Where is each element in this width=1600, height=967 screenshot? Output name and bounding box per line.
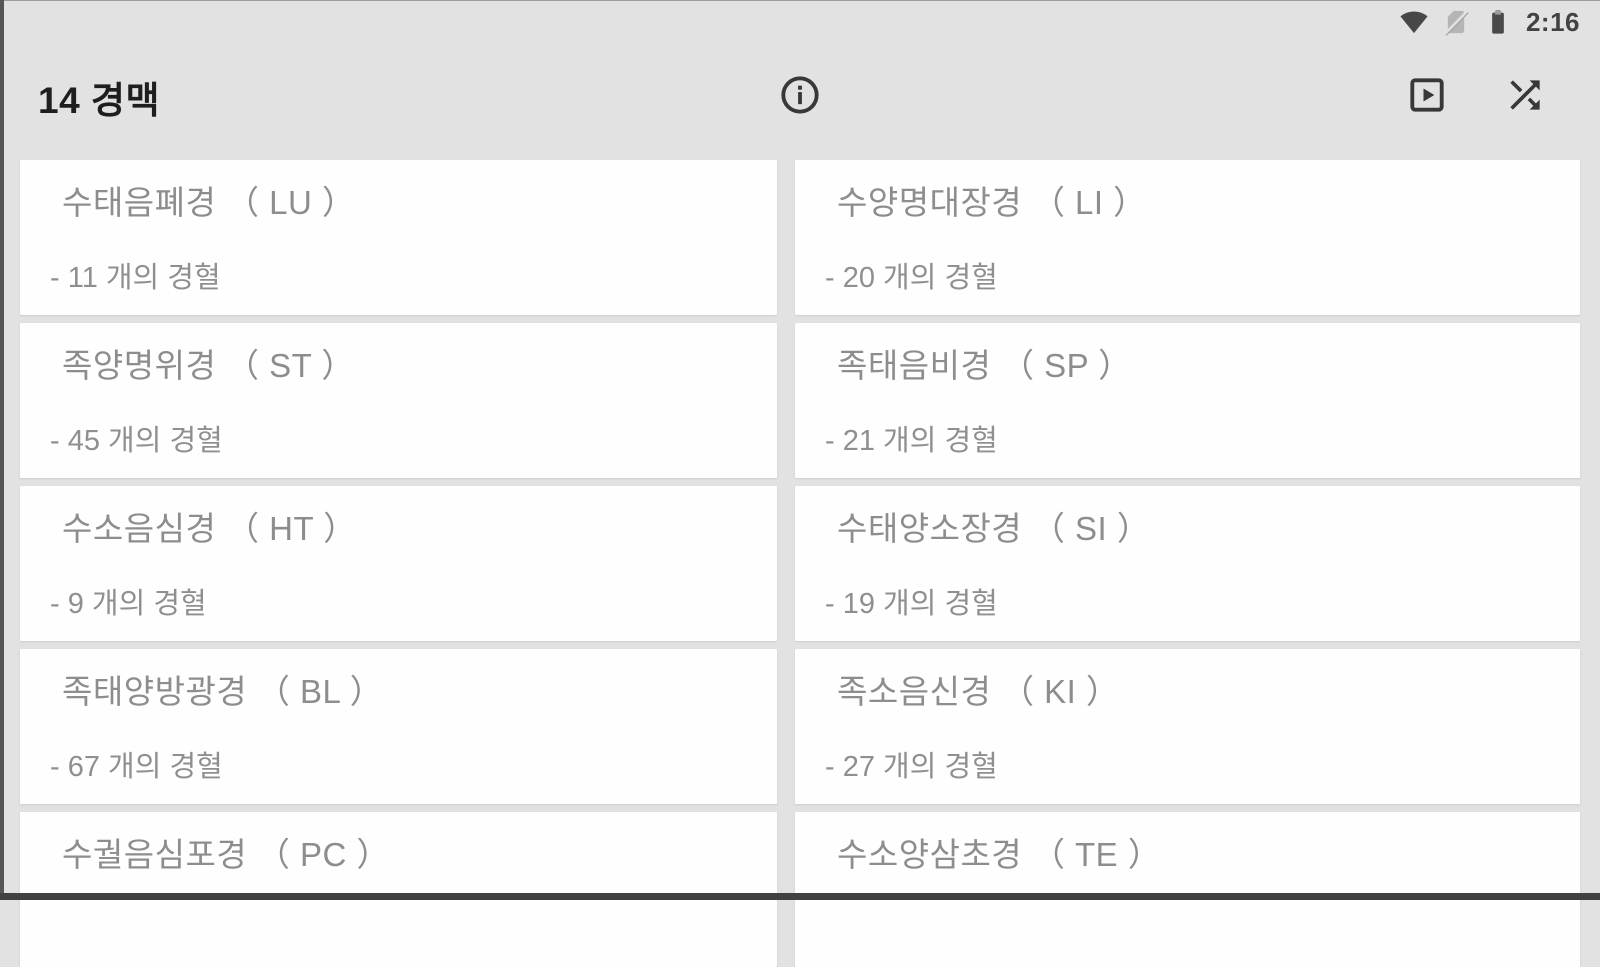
meridian-point-count: - 21 개의 경혈 xyxy=(825,425,998,457)
meridian-title: 수소음심경 （ HT ） xyxy=(62,510,357,547)
meridian-title: 수궐음심포경 （ PC ） xyxy=(62,836,391,873)
battery-icon xyxy=(1484,8,1512,36)
meridian-title: 수태음폐경 （ LU ） xyxy=(62,184,356,221)
screen-bottom-edge xyxy=(0,893,1600,900)
screen-top-edge xyxy=(0,0,1600,1)
wifi-icon xyxy=(1400,8,1428,36)
meridian-card-lu[interactable]: 수태음폐경 （ LU ） - 11 개의 경혈 xyxy=(20,160,777,315)
meridian-point-count: - 11 개의 경혈 xyxy=(50,262,221,294)
meridian-card-ht[interactable]: 수소음심경 （ HT ） - 9 개의 경혈 xyxy=(20,486,777,641)
no-sim-icon xyxy=(1442,8,1470,36)
meridian-point-count: - 27 개의 경혈 xyxy=(825,751,998,783)
meridian-card-pc[interactable]: 수궐음심포경 （ PC ） xyxy=(20,812,777,967)
screen-left-edge xyxy=(0,0,4,900)
meridian-card-sp[interactable]: 족태음비경 （ SP ） - 21 개의 경혈 xyxy=(795,323,1580,478)
meridian-card-ki[interactable]: 족소음신경 （ KI ） - 27 개의 경혈 xyxy=(795,649,1580,804)
slideshow-icon xyxy=(1406,74,1448,121)
app-bar-actions xyxy=(1404,74,1548,120)
info-button[interactable] xyxy=(777,74,823,120)
status-time: 2:16 xyxy=(1525,6,1580,37)
meridian-point-count: - 19 개의 경혈 xyxy=(825,588,998,620)
meridian-title: 수태양소장경 （ SI ） xyxy=(837,510,1151,547)
info-icon xyxy=(778,73,822,122)
page-title: 14 경맥 xyxy=(38,80,161,121)
meridian-point-count: - 45 개의 경혈 xyxy=(50,425,223,457)
meridian-title: 족태양방광경 （ BL ） xyxy=(62,673,384,710)
meridian-card-te[interactable]: 수소양삼초경 （ TE ） xyxy=(795,812,1580,967)
meridian-card-si[interactable]: 수태양소장경 （ SI ） - 19 개의 경혈 xyxy=(795,486,1580,641)
slideshow-button[interactable] xyxy=(1404,74,1450,120)
meridian-point-count: - 9 개의 경혈 xyxy=(50,588,207,620)
meridian-title: 족태음비경 （ SP ） xyxy=(837,347,1132,384)
meridian-card-grid: 수태음폐경 （ LU ） - 11 개의 경혈 수양명대장경 （ LI ） - … xyxy=(20,160,1580,967)
meridian-title: 수양명대장경 （ LI ） xyxy=(837,184,1147,221)
meridian-point-count: - 20 개의 경혈 xyxy=(825,262,998,294)
meridian-title: 족양명위경 （ ST ） xyxy=(62,347,355,384)
meridian-title: 족소음신경 （ KI ） xyxy=(837,673,1120,710)
app-bar: 14 경맥 xyxy=(0,44,1600,150)
meridian-point-count: - 67 개의 경혈 xyxy=(50,751,223,783)
status-bar: 2:16 xyxy=(0,0,1600,44)
meridian-card-bl[interactable]: 족태양방광경 （ BL ） - 67 개의 경혈 xyxy=(20,649,777,804)
shuffle-icon xyxy=(1503,73,1547,122)
shuffle-button[interactable] xyxy=(1502,74,1548,120)
meridian-card-li[interactable]: 수양명대장경 （ LI ） - 20 개의 경혈 xyxy=(795,160,1580,315)
meridian-card-st[interactable]: 족양명위경 （ ST ） - 45 개의 경혈 xyxy=(20,323,777,478)
meridian-title: 수소양삼초경 （ TE ） xyxy=(837,836,1162,873)
